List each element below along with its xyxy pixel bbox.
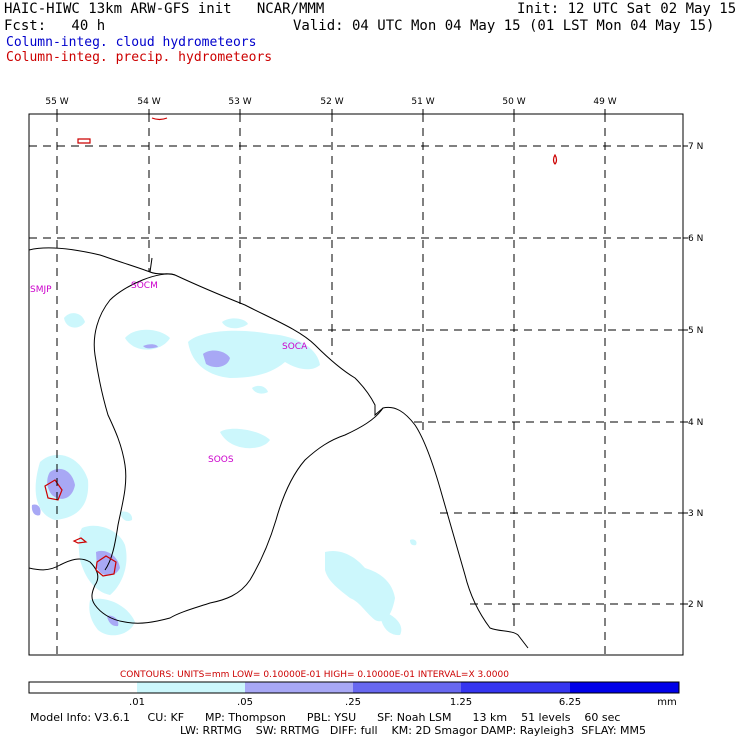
precip-contour: [72, 537, 88, 544]
contours-note: CONTOURS: UNITS=mm LOW= 0.10000E-01 HIGH…: [120, 670, 509, 680]
cloud-area: [120, 511, 133, 522]
colorbar-swatch: [29, 682, 137, 693]
lon-label: 50 W: [502, 97, 525, 107]
model-title: HAIC-HIWC 13km ARW-GFS init NCAR/MMM: [4, 1, 325, 17]
lat-label: 7 N: [688, 142, 703, 152]
colorbar: .01 .05 .25 1.25 6.25 mm: [28, 681, 680, 708]
precip-field-label: Column-integ. precip. hydrometeors: [6, 50, 273, 65]
lon-label: 52 W: [320, 97, 343, 107]
valid-time: Valid: 04 UTC Mon 04 May 15 (01 LST Mon …: [293, 18, 715, 34]
cloud-area: [203, 350, 230, 368]
border: [149, 257, 153, 273]
model-info-line1: Model Info: V3.6.1 CU: KF MP: Thompson P…: [30, 711, 621, 724]
station-label-smjp: SMJP: [30, 285, 52, 295]
cloud-area: [220, 428, 270, 449]
lon-label: 53 W: [228, 97, 251, 107]
cloud-hydrometeor-shading: [31, 313, 417, 636]
lat-label: 3 N: [688, 509, 703, 519]
cloud-area: [222, 318, 248, 329]
longitude-labels: 55 W 54 W 53 W 52 W 51 W 50 W 49 W: [45, 97, 616, 107]
coastline: [29, 247, 529, 649]
precip-contour: [77, 138, 91, 144]
station-label-soos: SOOS: [208, 455, 234, 465]
precip-contour: [151, 117, 168, 121]
station-label-socm: SOCM: [131, 281, 158, 291]
cloud-area: [252, 385, 268, 394]
cloud-area: [47, 468, 75, 499]
cloud-area: [107, 615, 119, 627]
border: [29, 407, 384, 624]
cloud-area: [31, 504, 41, 516]
lon-label: 55 W: [45, 97, 68, 107]
precip-contour: [552, 153, 558, 165]
colorbar-swatch: [570, 682, 679, 693]
cloud-area: [325, 550, 395, 622]
cloud-area: [410, 539, 417, 546]
precip-contour: [44, 479, 63, 501]
lat-lon-grid: [29, 114, 683, 655]
cloud-area: [96, 550, 120, 576]
lon-label: 51 W: [411, 97, 434, 107]
colorbar-swatch: [245, 682, 353, 693]
colorbar-label: .05: [237, 697, 253, 708]
cloud-area: [143, 344, 158, 349]
lat-label: 5 N: [688, 326, 703, 336]
coastline: [29, 247, 529, 649]
precip-contours: [44, 117, 558, 577]
cloud-area: [380, 610, 402, 636]
init-time: Init: 12 UTC Sat 02 May 15: [517, 1, 737, 17]
axis-ticks: [56, 109, 688, 605]
lon-label: 54 W: [137, 97, 160, 107]
station-labels: SMJP SOCM SOCA SOOS: [30, 281, 308, 465]
border: [93, 273, 176, 571]
precip-contour: [95, 555, 117, 577]
lat-label: 2 N: [688, 600, 703, 610]
colorbar-label: .01: [129, 697, 145, 708]
colorbar-frame: [28, 681, 680, 694]
cloud-area: [125, 329, 170, 350]
cloud-area: [64, 313, 85, 328]
latitude-labels: 7 N 6 N 5 N 4 N 3 N 2 N: [688, 142, 703, 610]
lon-label: 49 W: [593, 97, 616, 107]
colorbar-swatch: [353, 682, 461, 693]
lat-label: 4 N: [688, 418, 703, 428]
colorbar-label: .25: [345, 697, 361, 708]
colorbar-label: 6.25: [559, 697, 581, 708]
lat-label: 6 N: [688, 234, 703, 244]
map-frame: [28, 113, 684, 656]
colorbar-units: mm: [657, 697, 676, 708]
colorbar-label: 1.25: [450, 697, 472, 708]
colorbar-swatch: [461, 682, 570, 693]
colorbar-swatch: [137, 682, 245, 693]
model-info-line2: LW: RRTMG SW: RRTMG DIFF: full KM: 2D Sm…: [180, 724, 646, 737]
forecast-hour: Fcst: 40 h: [4, 18, 106, 34]
cloud-field-label: Column-integ. cloud hydrometeors: [6, 35, 257, 50]
station-label-soca: SOCA: [282, 342, 308, 352]
